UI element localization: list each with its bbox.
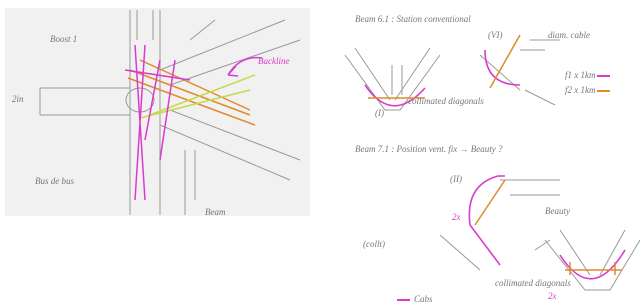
sketch-page: Boost 1 Backline 2in Bus de bus Beam Bea… bbox=[0, 0, 643, 306]
label: (collt) bbox=[363, 239, 385, 249]
label: diam. cable bbox=[548, 30, 590, 40]
right-top-sketch: Beam 6.1 : Station conventional (VI) dia… bbox=[345, 14, 610, 118]
bar bbox=[565, 262, 622, 275]
bar bbox=[490, 35, 520, 88]
right-bottom-sketch: Beam 7.1 : Position vent. fix → Beauty ?… bbox=[355, 144, 640, 304]
v-shape bbox=[480, 40, 560, 105]
label: (I) bbox=[375, 108, 384, 118]
label: (VI) bbox=[488, 30, 503, 40]
label: Bus de bus bbox=[35, 176, 74, 186]
title: Beam 6.1 : Station conventional bbox=[355, 14, 471, 24]
curve bbox=[485, 50, 520, 85]
title: Beam 7.1 : Position vent. fix → Beauty ? bbox=[355, 144, 503, 154]
curve bbox=[469, 176, 505, 225]
label: f1 x 1km bbox=[565, 70, 596, 80]
label: (II) bbox=[450, 174, 462, 184]
label: Beauty bbox=[545, 206, 570, 216]
label: 2x bbox=[452, 212, 461, 222]
label: collimated diagonals bbox=[408, 96, 484, 106]
frame bbox=[440, 180, 560, 270]
label: Cabs bbox=[414, 294, 433, 304]
label: Beam bbox=[205, 207, 226, 217]
label: f2 x 1km bbox=[565, 85, 596, 95]
label: collimated diagonals bbox=[495, 278, 571, 288]
left-sketch: Boost 1 Backline 2in Bus de bus Beam bbox=[5, 8, 310, 217]
curve bbox=[470, 225, 500, 265]
label: Boost 1 bbox=[50, 34, 77, 44]
label: 2in bbox=[12, 94, 24, 104]
label: Backline bbox=[258, 56, 289, 66]
label: 2x bbox=[548, 291, 557, 301]
